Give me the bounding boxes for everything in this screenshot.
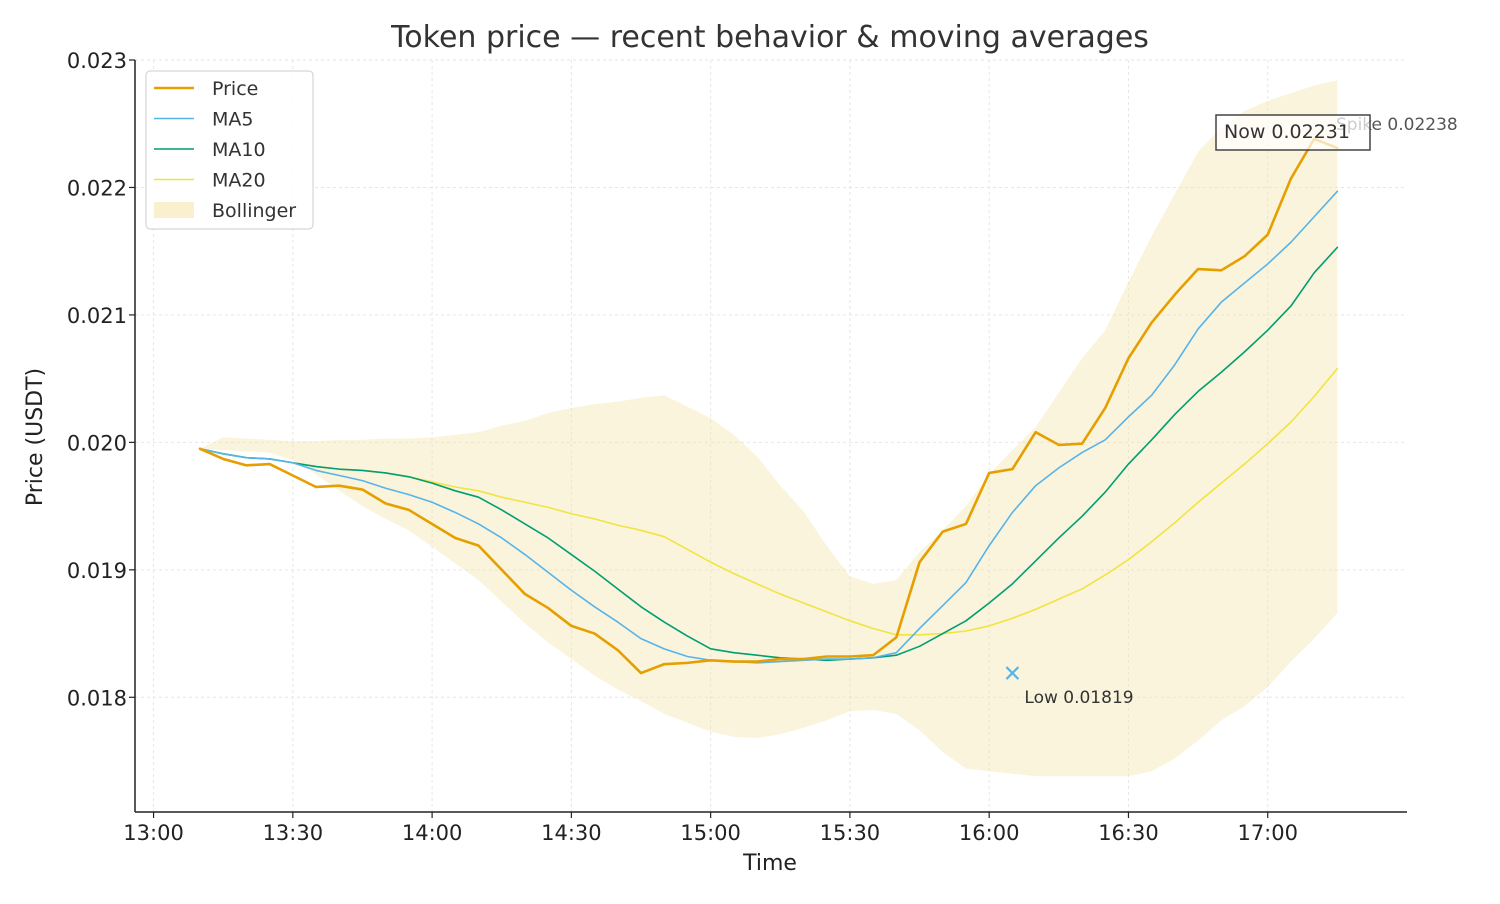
legend-label-price: Price: [212, 78, 258, 100]
series-line-ma10: [199, 246, 1339, 662]
legend-swatch-bollinger: [154, 202, 194, 218]
low-label: Low 0.01819: [1024, 688, 1133, 708]
x-tick-label: 17:00: [1237, 821, 1298, 845]
x-tick-label: 14:30: [541, 821, 602, 845]
low-marker: [1005, 666, 1020, 680]
series-line-ma5: [199, 190, 1339, 664]
legend-label-ma20: MA20: [212, 170, 266, 192]
now-label-box: [1215, 114, 1371, 151]
chart-title: Token price — recent behavior & moving a…: [390, 20, 1149, 55]
grid: [135, 59, 1407, 812]
bollinger-band: [199, 80, 1338, 777]
y-tick-label: 0.021: [67, 304, 127, 328]
x-tick-label: 16:30: [1098, 821, 1159, 845]
y-tick-label: 0.019: [67, 559, 127, 583]
x-tick-label: 15:00: [680, 821, 741, 845]
x-tick-label: 13:30: [263, 821, 324, 845]
y-tick-label: 0.018: [67, 686, 127, 710]
series-line-price: [198, 137, 1339, 675]
x-tick-label: 14:00: [402, 821, 463, 845]
axes: 13:00 13:30 14:00 14:30 15:00 15:30 16:00 16:30…: [67, 49, 1407, 845]
legend: Price MA5 MA10 MA20 Bollinger: [145, 70, 314, 230]
series-layer: [198, 137, 1339, 675]
legend-label-ma10: MA10: [212, 139, 266, 161]
y-tick-label: 0.022: [67, 176, 127, 200]
legend-label-ma5: MA5: [212, 109, 253, 131]
x-tick-label: 16:00: [959, 821, 1020, 845]
bollinger-band-layer: [199, 80, 1338, 777]
x-tick-label: 15:30: [820, 821, 881, 845]
y-tick-label: 0.023: [67, 49, 127, 73]
y-tick-label: 0.020: [67, 431, 127, 455]
legend-frame: [145, 70, 314, 230]
y-axis-label: Price (USDT): [23, 368, 48, 506]
x-tick-label: 13:00: [123, 821, 184, 845]
x-axis-label: Time: [742, 851, 797, 876]
legend-label-bollinger: Bollinger: [212, 200, 296, 222]
now-label: Now 0.02231: [1224, 121, 1350, 143]
